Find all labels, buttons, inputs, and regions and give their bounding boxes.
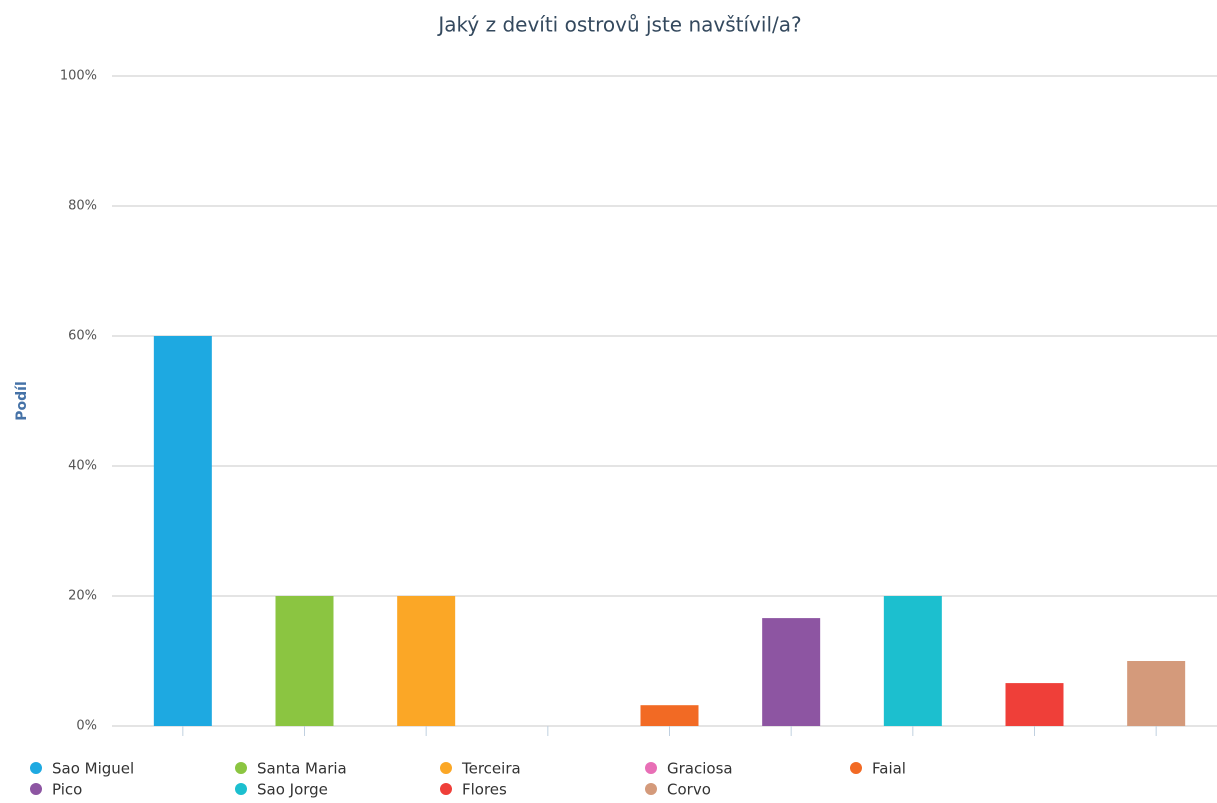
bar xyxy=(640,705,699,726)
y-tick-label: 20% xyxy=(68,589,97,604)
legend-label: Pico xyxy=(52,781,82,799)
legend-label: Santa Maria xyxy=(257,760,347,778)
legend-swatch xyxy=(235,783,247,795)
legend-swatch xyxy=(440,783,452,795)
y-axis-label: Podíl xyxy=(14,381,30,421)
bar xyxy=(762,618,821,726)
legend-label: Sao Miguel xyxy=(52,760,134,778)
y-tick-label: 100% xyxy=(60,69,97,84)
chart-title: Jaký z devíti ostrovů jste navštívil/a? xyxy=(436,13,801,37)
legend-swatch xyxy=(440,762,452,774)
legend-label: Flores xyxy=(462,781,507,799)
legend-swatch xyxy=(645,762,657,774)
legend-swatch xyxy=(235,762,247,774)
y-tick-label: 40% xyxy=(68,459,97,474)
bar xyxy=(1005,683,1064,726)
legend-label: Sao Jorge xyxy=(257,781,328,799)
legend-swatch xyxy=(645,783,657,795)
y-tick-label: 0% xyxy=(76,719,97,734)
legend-swatch xyxy=(30,783,42,795)
legend-label: Terceira xyxy=(461,760,521,778)
y-tick-label: 60% xyxy=(68,329,97,344)
legend-swatch xyxy=(850,762,862,774)
legend-label: Faial xyxy=(872,760,906,778)
bar xyxy=(1127,661,1186,726)
bar xyxy=(275,596,334,726)
bar xyxy=(397,596,456,726)
legend-label: Graciosa xyxy=(667,760,733,778)
bar xyxy=(883,596,942,726)
y-tick-label: 80% xyxy=(68,199,97,214)
bar xyxy=(153,336,212,726)
legend-label: Corvo xyxy=(667,781,711,799)
legend-swatch xyxy=(30,762,42,774)
